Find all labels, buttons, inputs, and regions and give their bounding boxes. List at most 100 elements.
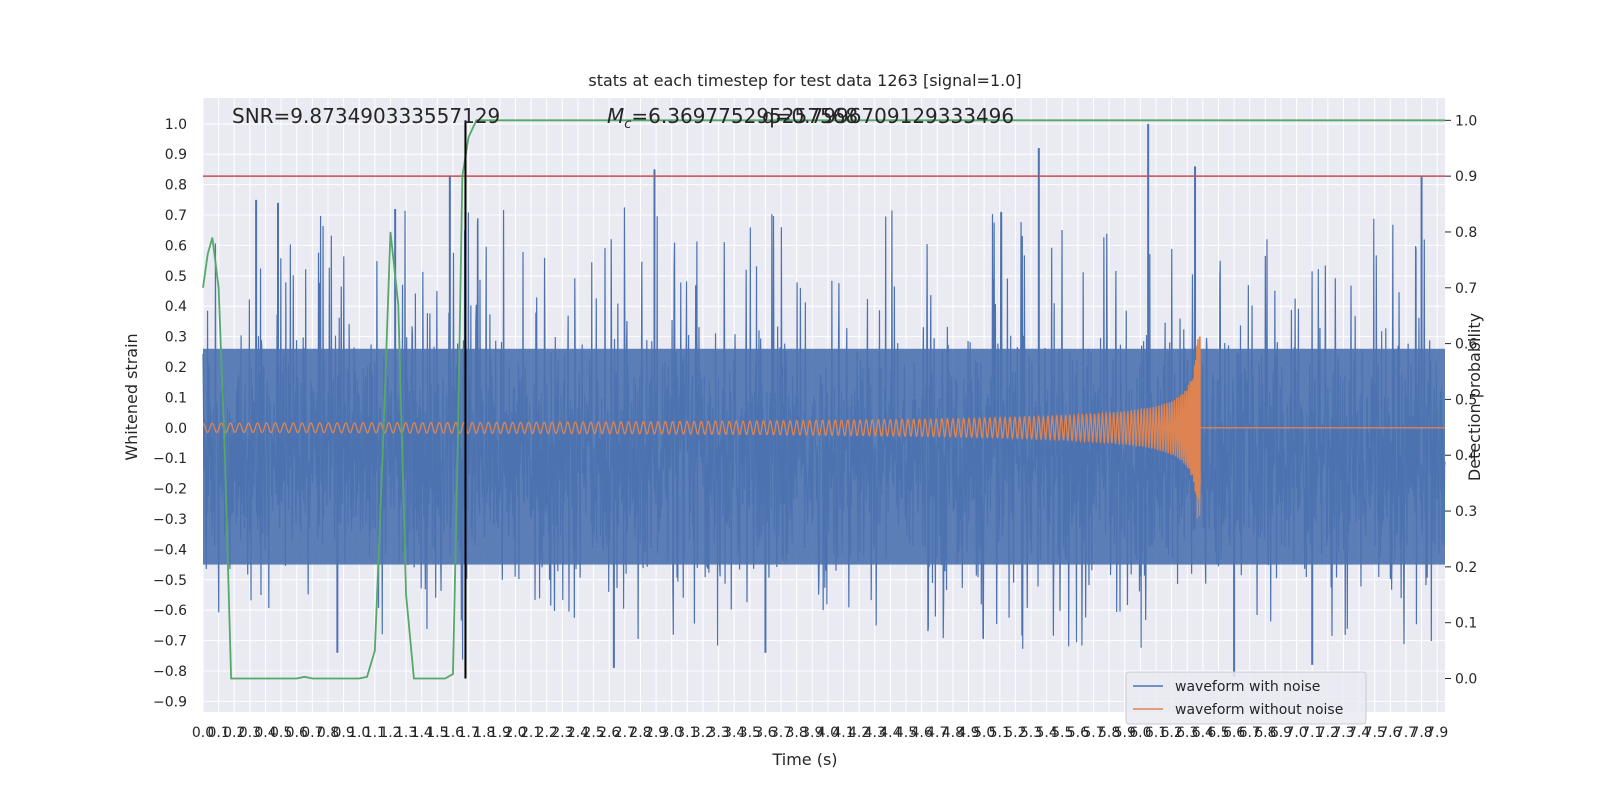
y-tick-label: −0.8	[153, 664, 187, 680]
x-tick-label: 6.7	[1239, 725, 1261, 741]
x-tick-label: 3.7	[770, 725, 792, 741]
x-tick-label: 3.0	[661, 725, 683, 741]
x-tick-label: 5.4	[1035, 725, 1057, 741]
x-tick-label: 4.5	[895, 725, 917, 741]
x-tick-label: 2.1	[520, 725, 542, 741]
x-tick-label: 0.6	[286, 725, 308, 741]
y-tick-label: 0.7	[165, 208, 187, 224]
x-tick-label: 1.4	[411, 725, 433, 741]
x-tick-label: 5.0	[973, 725, 995, 741]
x-tick-label: 5.3	[1020, 725, 1042, 741]
x-tick-label: 3.3	[707, 725, 729, 741]
x-tick-label: 4.9	[957, 725, 979, 741]
x-tick-label: 4.3	[864, 725, 886, 741]
mass-ratio-annotation: q=0.7996709129333496	[762, 104, 1014, 128]
y2-tick-label: 0.2	[1455, 560, 1477, 576]
y-tick-label: 0.3	[165, 330, 187, 346]
x-tick-label: 7.8	[1410, 725, 1432, 741]
x-tick-label: 2.8	[629, 725, 651, 741]
x-tick-label: 1.8	[473, 725, 495, 741]
x-tick-label: 0.1	[207, 725, 229, 741]
y2-tick-label: 0.5	[1455, 392, 1477, 408]
y-tick-label: 0.2	[165, 360, 187, 376]
x-tick-label: 1.6	[442, 725, 464, 741]
chirp-mass-symbol: M	[607, 104, 624, 128]
y-tick-label: −0.4	[153, 542, 187, 558]
x-tick-label: 6.8	[1254, 725, 1276, 741]
x-tick-label: 1.2	[379, 725, 401, 741]
chart-title: stats at each timestep for test data 126…	[588, 71, 1021, 90]
y2-tick-label: 0.9	[1455, 169, 1477, 185]
chirp-mass-annotation: Mc=6.369775295257568	[607, 104, 858, 132]
x-tick-label: 5.8	[1098, 725, 1120, 741]
clean-waveform-line	[202, 339, 1445, 519]
x-tick-label: 3.1	[676, 725, 698, 741]
x-tick-label: 5.1	[989, 725, 1011, 741]
detection-probability-line	[202, 119, 1445, 680]
x-tick-label: 5.6	[1067, 725, 1089, 741]
x-tick-label: 7.0	[1285, 725, 1307, 741]
y-tick-label: 0.6	[165, 238, 187, 254]
y-tick-label: 0.0	[165, 421, 187, 437]
noisy-waveform-band	[203, 348, 1445, 565]
x-tick-label: 0.5	[270, 725, 292, 741]
x-tick-label: 6.1	[1145, 725, 1167, 741]
x-tick-label: 7.7	[1395, 725, 1417, 741]
x-tick-label: 1.3	[395, 725, 417, 741]
x-tick-label: 2.9	[645, 725, 667, 741]
x-tick-label: 6.4	[1192, 725, 1214, 741]
y2-tick-label: 0.3	[1455, 504, 1477, 520]
y2-tick-label: 0.7	[1455, 281, 1477, 297]
legend-box	[1125, 671, 1367, 725]
y-tick-label: 0.5	[165, 269, 187, 285]
x-tick-label: 7.6	[1379, 725, 1401, 741]
snr-annotation: SNR=9.873490333557129	[232, 104, 500, 128]
y2-tick-label: 0.1	[1455, 616, 1477, 632]
x-tick-label: 4.1	[832, 725, 854, 741]
y-tick-label: −0.9	[153, 694, 187, 710]
x-tick-label: 7.4	[1348, 725, 1370, 741]
x-tick-label: 1.5	[426, 725, 448, 741]
x-tick-label: 6.3	[1176, 725, 1198, 741]
x-tick-label: 3.2	[692, 725, 714, 741]
x-tick-label: 0.8	[317, 725, 339, 741]
x-tick-label: 6.5	[1207, 725, 1229, 741]
x-tick-label: 3.4	[723, 725, 745, 741]
x-tick-label: 4.6	[911, 725, 933, 741]
y-tick-label: −0.2	[153, 482, 187, 498]
x-tick-label: 0.3	[239, 725, 261, 741]
x-tick-label: 2.3	[551, 725, 573, 741]
y-tick-label: −0.6	[153, 603, 187, 619]
y-tick-label: 0.4	[165, 299, 187, 315]
x-tick-label: 3.6	[754, 725, 776, 741]
x-tick-label: 7.5	[1364, 725, 1386, 741]
y2-tick-label: 1.0	[1455, 113, 1477, 129]
x-tick-label: 2.6	[598, 725, 620, 741]
x-tick-label: 7.1	[1301, 725, 1323, 741]
legend-label-clean: waveform without noise	[1175, 702, 1343, 718]
y-tick-label: −0.1	[153, 451, 187, 467]
y-tick-label: −0.3	[153, 512, 187, 528]
x-tick-label: 7.3	[1332, 725, 1354, 741]
y-tick-label: −0.5	[153, 573, 187, 589]
x-tick-label: 7.2	[1317, 725, 1339, 741]
x-tick-label: 4.0	[817, 725, 839, 741]
x-tick-label: 4.7	[926, 725, 948, 741]
x-tick-label: 1.7	[457, 725, 479, 741]
x-axis-label: Time (s)	[771, 750, 837, 769]
x-tick-label: 7.9	[1426, 725, 1448, 741]
y-axis-label: Whitened strain	[122, 333, 141, 460]
x-tick-label: 0.7	[301, 725, 323, 741]
x-tick-label: 3.8	[786, 725, 808, 741]
x-tick-label: 3.5	[739, 725, 761, 741]
x-tick-label: 4.4	[879, 725, 901, 741]
x-tick-label: 2.0	[504, 725, 526, 741]
x-tick-label: 2.5	[582, 725, 604, 741]
y-tick-label: 0.9	[165, 147, 187, 163]
legend-label-noise: waveform with noise	[1175, 679, 1320, 695]
y2-tick-label: 0.4	[1455, 448, 1477, 464]
x-tick-label: 2.7	[614, 725, 636, 741]
y2-axis-label: Detection probability	[1465, 313, 1484, 481]
x-tick-label: 0.9	[332, 725, 354, 741]
